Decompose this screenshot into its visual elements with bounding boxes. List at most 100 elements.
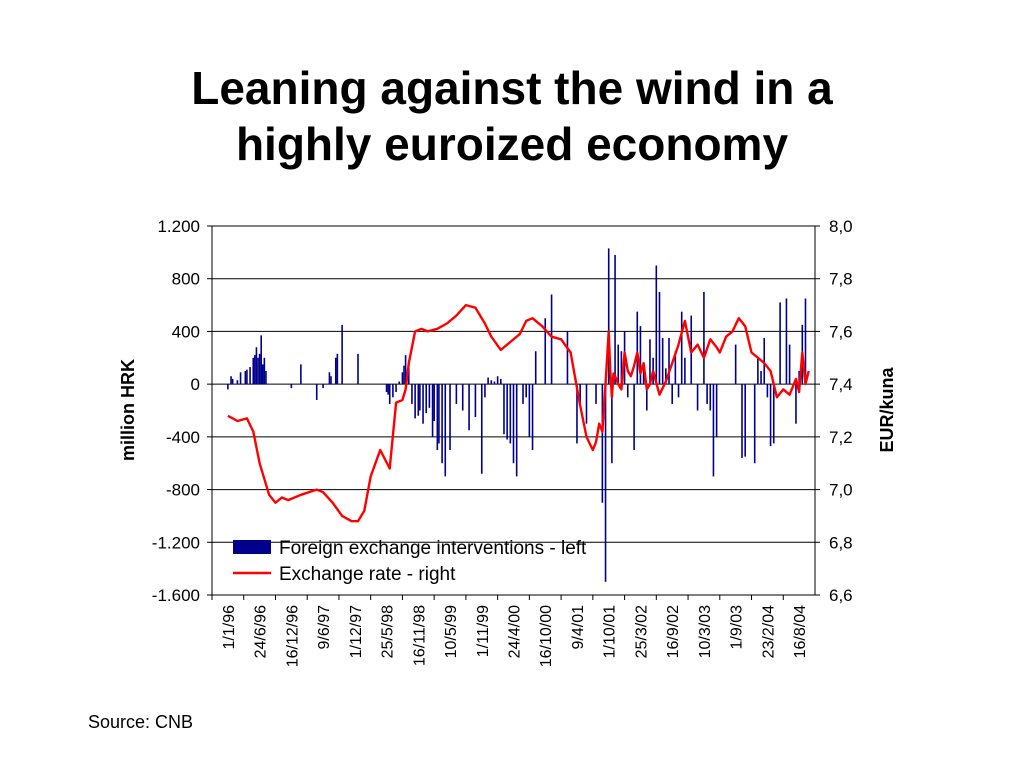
intervention-bar — [419, 384, 421, 411]
intervention-bar — [509, 384, 512, 444]
intervention-bar — [336, 353, 339, 385]
intervention-bar — [712, 384, 715, 477]
intervention-bar — [328, 372, 331, 385]
intervention-bar — [231, 378, 234, 385]
intervention-bar — [804, 298, 807, 385]
intervention-bar — [260, 335, 262, 385]
intervention-bar — [468, 384, 470, 431]
intervention-bar — [601, 384, 604, 503]
intervention-bar — [795, 384, 797, 424]
legend-swatch-interventions — [233, 540, 271, 554]
intervention-bar — [444, 384, 447, 477]
intervention-bar — [515, 384, 518, 477]
intervention-bar — [246, 369, 248, 385]
y-left-tick-label: 800 — [172, 270, 200, 289]
intervention-bar — [290, 384, 293, 389]
y-right-tick-label: 8,0 — [829, 217, 853, 236]
intervention-bar — [255, 347, 258, 385]
intervention-bar — [398, 381, 401, 385]
intervention-bar — [257, 357, 259, 385]
x-tick-label: 16/10/00 — [538, 605, 555, 667]
intervention-bar — [649, 339, 651, 385]
y-left-tick-label: 0 — [191, 375, 200, 394]
intervention-bar — [484, 384, 486, 398]
x-tick-label: 23/2/04 — [760, 605, 777, 658]
intervention-bar — [741, 384, 743, 458]
intervention-bar — [261, 364, 264, 385]
intervention-bar — [620, 351, 623, 385]
intervention-bar — [522, 384, 524, 404]
intervention-bar — [715, 384, 718, 437]
intervention-bar — [671, 384, 673, 404]
intervention-bar — [236, 380, 239, 385]
intervention-bar — [525, 384, 527, 398]
intervention-bar — [496, 376, 499, 385]
intervention-bar — [769, 384, 772, 447]
intervention-bar — [438, 384, 440, 444]
slide-title-line-1: Leaning against the wind in a — [191, 62, 833, 114]
y-right-tick-label: 7,6 — [829, 322, 853, 341]
intervention-bar — [385, 384, 388, 393]
intervention-bar — [230, 376, 232, 385]
intervention-bar — [579, 384, 581, 404]
intervention-bar — [607, 248, 610, 385]
y-left-tick-label: 1.200 — [157, 217, 200, 236]
intervention-bar — [626, 384, 629, 398]
intervention-bar — [461, 384, 464, 411]
intervention-bar — [611, 384, 613, 464]
intervention-bar — [265, 370, 267, 385]
intervention-bar — [487, 377, 489, 385]
intervention-bar — [512, 384, 515, 464]
intervention-bar — [753, 384, 756, 464]
y-left-axis-title: million HRK — [118, 359, 138, 461]
intervention-bar — [392, 384, 394, 398]
intervention-bar — [585, 384, 588, 424]
intervention-bar — [639, 326, 642, 385]
intervention-bar — [431, 384, 434, 437]
intervention-bar — [544, 318, 547, 385]
intervention-bar — [661, 338, 664, 385]
intervention-bar — [763, 338, 766, 385]
intervention-bar — [636, 311, 639, 385]
intervention-bar — [788, 344, 791, 385]
y-right-tick-label: 6,8 — [829, 533, 853, 552]
legend-label-interventions: Foreign exchange interventions - left — [279, 538, 587, 559]
intervention-bar — [506, 384, 508, 440]
x-tick-label: 16/9/02 — [665, 605, 682, 658]
intervention-bar — [244, 370, 247, 385]
intervention-bar — [674, 351, 677, 385]
intervention-bar — [709, 384, 712, 411]
x-tick-label: 16/11/98 — [411, 605, 428, 666]
intervention-bar — [703, 291, 705, 385]
intervention-bar — [395, 384, 397, 393]
intervention-bar — [401, 372, 404, 385]
intervention-bar — [779, 302, 781, 385]
y-right-tick-label: 7,4 — [829, 375, 853, 394]
x-tick-label: 1/11/99 — [475, 605, 492, 657]
intervention-bar — [677, 384, 680, 398]
intervention-bar — [388, 384, 391, 404]
intervention-bar — [227, 384, 229, 390]
intervention-bar — [706, 384, 708, 404]
intervention-bar — [617, 344, 620, 385]
x-tick-label: 1/1/96 — [221, 605, 238, 650]
intervention-bar — [760, 370, 762, 385]
intervention-bar — [330, 376, 332, 385]
intervention-bar — [785, 298, 788, 385]
y-right-axis-title: EUR/kuna — [877, 367, 897, 453]
intervention-bar — [614, 254, 616, 385]
x-tick-label: 25/3/02 — [633, 605, 650, 658]
intervention-bar — [315, 384, 318, 400]
intervention-bar — [249, 367, 251, 385]
intervention-bar — [680, 311, 683, 385]
y-left-tick-label: 400 — [172, 322, 200, 341]
intervention-bar — [403, 365, 405, 385]
intervention-bar — [300, 364, 302, 385]
intervention-bar — [474, 384, 477, 418]
x-tick-label: 10/5/99 — [443, 605, 460, 658]
intervention-bar — [263, 357, 266, 385]
intervention-bar — [595, 384, 597, 404]
intervention-bar — [433, 384, 435, 422]
y-right-tick-label: 7,8 — [829, 270, 853, 289]
